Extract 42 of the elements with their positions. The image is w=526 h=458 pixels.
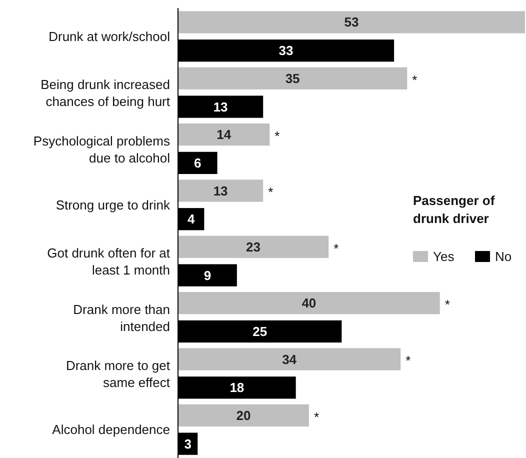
annotation: * bbox=[314, 409, 320, 424]
y-tick-label: Psychological problems due to alcohol bbox=[33, 133, 170, 166]
bar bbox=[178, 67, 408, 90]
annotation: * bbox=[444, 297, 450, 312]
annotation: * bbox=[274, 128, 280, 144]
data-label: 40 bbox=[302, 296, 316, 311]
data-label: 20 bbox=[236, 408, 251, 423]
bar bbox=[178, 123, 270, 146]
data-label: 14 bbox=[216, 127, 232, 142]
y-tick-label: Drank more to get same effect bbox=[66, 358, 170, 390]
data-label: 18 bbox=[230, 380, 244, 396]
legend-label: No bbox=[495, 249, 512, 264]
bar bbox=[178, 11, 525, 34]
y-tick-label: Drunk at work/school bbox=[48, 28, 170, 44]
data-label: 23 bbox=[246, 239, 261, 254]
legend-label: Yes bbox=[433, 249, 455, 264]
y-tick-label: Alcohol dependence bbox=[52, 422, 170, 438]
annotation: * bbox=[334, 240, 339, 256]
data-label: 6 bbox=[194, 155, 202, 170]
data-label: 34 bbox=[282, 352, 298, 367]
y-tick-label: Drank more than intended bbox=[73, 302, 170, 334]
bar bbox=[178, 404, 309, 426]
annotation: * bbox=[406, 353, 411, 368]
data-label: 25 bbox=[252, 324, 268, 340]
data-label: 9 bbox=[204, 268, 212, 283]
annotation: * bbox=[268, 184, 274, 200]
data-label: 53 bbox=[344, 14, 359, 30]
y-tick-label: Got drunk often for at least 1 month bbox=[47, 246, 170, 278]
y-tick-label: Strong urge to drink bbox=[56, 197, 170, 212]
bar bbox=[178, 180, 264, 202]
data-label: 3 bbox=[184, 436, 192, 452]
data-label: 13 bbox=[213, 183, 228, 198]
annotation: * bbox=[412, 72, 418, 88]
y-tick-label: Being drunk increased chances of being hurt bbox=[40, 77, 170, 110]
data-label: 4 bbox=[187, 212, 196, 227]
bar bbox=[178, 236, 329, 258]
legend-title: Passenger of drunk driver bbox=[413, 193, 496, 226]
data-label: 35 bbox=[285, 70, 300, 86]
bar bbox=[178, 292, 440, 314]
data-label: 13 bbox=[213, 99, 228, 114]
data-label: 33 bbox=[278, 43, 294, 58]
bar bbox=[178, 348, 401, 370]
